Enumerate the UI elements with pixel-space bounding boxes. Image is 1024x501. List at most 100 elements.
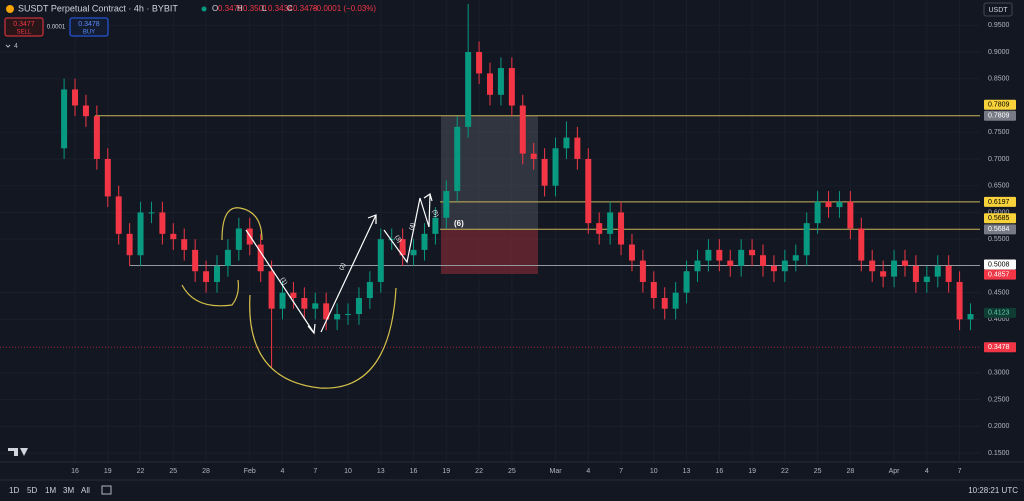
x-tick-label: 19 [442,468,450,475]
candle-body [476,52,483,74]
candle-body [421,233,428,250]
candle-body [487,73,493,95]
arrow [383,193,433,264]
timeframe-button[interactable]: 1M [45,486,56,495]
x-tick-label: 16 [410,468,418,475]
range-box-lower [441,230,538,274]
price-label: 0.5008 [988,261,1010,268]
sell-button[interactable] [4,17,44,37]
y-tick-label: 0.3000 [988,370,1010,377]
candle-body [803,223,810,256]
candle-body [345,314,352,316]
candle-body [607,212,614,234]
status-dot [201,6,207,12]
x-tick-label: 19 [104,468,112,475]
x-tick-label: 4 [281,468,285,475]
logo [8,448,28,456]
indicator-count[interactable]: 4 [14,43,18,50]
candle-body [574,137,581,159]
y-tick-label: 0.5500 [988,236,1010,243]
candle-body [323,303,330,320]
price-label-box [984,269,1016,280]
candle-body [563,137,570,149]
ohlc-key: C [287,4,293,13]
price-label: 0.5685 [988,215,1010,222]
candle-body [694,260,701,272]
annotation: (6) [454,219,464,228]
curve [181,279,239,307]
candle-body [104,158,111,197]
candle-body [377,239,384,282]
arrow [245,229,316,335]
candle-body [181,239,188,250]
symbol-icon [6,5,14,13]
candle-body [618,212,625,245]
candle-body [814,201,821,224]
x-tick-label: 28 [202,468,210,475]
candle-body [432,217,439,234]
candle-body [967,314,974,320]
candle-body [956,281,963,320]
candle-body [836,201,843,208]
candle-body [301,298,308,309]
sell-label[interactable]: SELL [17,30,32,36]
timeframe-button[interactable]: 5D [27,486,37,495]
ohlc-key: H [237,4,243,13]
x-tick-label: 22 [781,468,789,475]
candle-body [170,233,177,240]
x-tick-label: 25 [169,468,177,475]
x-tick-label: 10 [650,468,658,475]
x-tick-label: 7 [313,468,317,475]
candle-body [847,201,854,229]
price-label-box [984,196,1016,207]
currency-box[interactable] [983,2,1013,17]
currency[interactable]: USDT [988,7,1008,14]
symbol: SUSDT Perpetual Contract · 4h · BYBIT [18,3,178,13]
x-tick-label: 22 [475,468,483,475]
candle-body [290,292,297,299]
candle-body [628,244,635,261]
candle-body [235,228,242,250]
price-label-box [984,307,1016,318]
candle-body [72,89,79,106]
candle-body [203,271,210,282]
candle-body [596,223,603,234]
annotation: (2) [339,262,348,271]
buy-button[interactable] [69,17,109,37]
timeframe-button[interactable]: 3M [63,486,74,495]
sell-price[interactable]: 0.3477 [13,21,35,28]
candle-body [727,260,734,266]
price-label: 0.7809 [988,113,1010,120]
price-label: 0.7809 [988,102,1010,109]
candle-body [137,212,144,256]
buy-price[interactable]: 0.3478 [78,21,100,28]
buy-label[interactable]: BUY [83,30,95,36]
y-tick-label: 0.6000 [988,209,1010,216]
curve [221,207,263,241]
y-tick-label: 0.7500 [988,129,1010,136]
candle-body [519,105,526,154]
ohlc-value: 0.3501 [243,4,268,13]
calendar-icon[interactable] [101,485,112,495]
y-tick-label: 0.2000 [988,423,1010,430]
candle-body [399,239,406,256]
y-tick-label: 0.1500 [988,450,1010,457]
ohlc-key: O [212,4,218,13]
candle-body [410,249,417,256]
x-tick-label: 13 [377,468,385,475]
change: −0.0001 (−0.03%) [312,4,376,13]
timeframe-button[interactable]: 1D [9,486,19,495]
candle-body [705,249,712,261]
curve [249,287,397,389]
price-label: 0.5684 [988,226,1010,233]
y-tick-label: 0.8500 [988,76,1010,83]
x-tick-label: 28 [846,468,854,475]
x-tick-label: 10 [344,468,352,475]
timeframe-button[interactable]: All [81,486,90,495]
chevron[interactable] [5,44,11,48]
x-tick-label: 19 [748,468,756,475]
candle-body [355,298,362,315]
y-tick-label: 0.7000 [988,156,1010,163]
candle-body [672,292,679,309]
x-tick-label: 16 [71,468,79,475]
